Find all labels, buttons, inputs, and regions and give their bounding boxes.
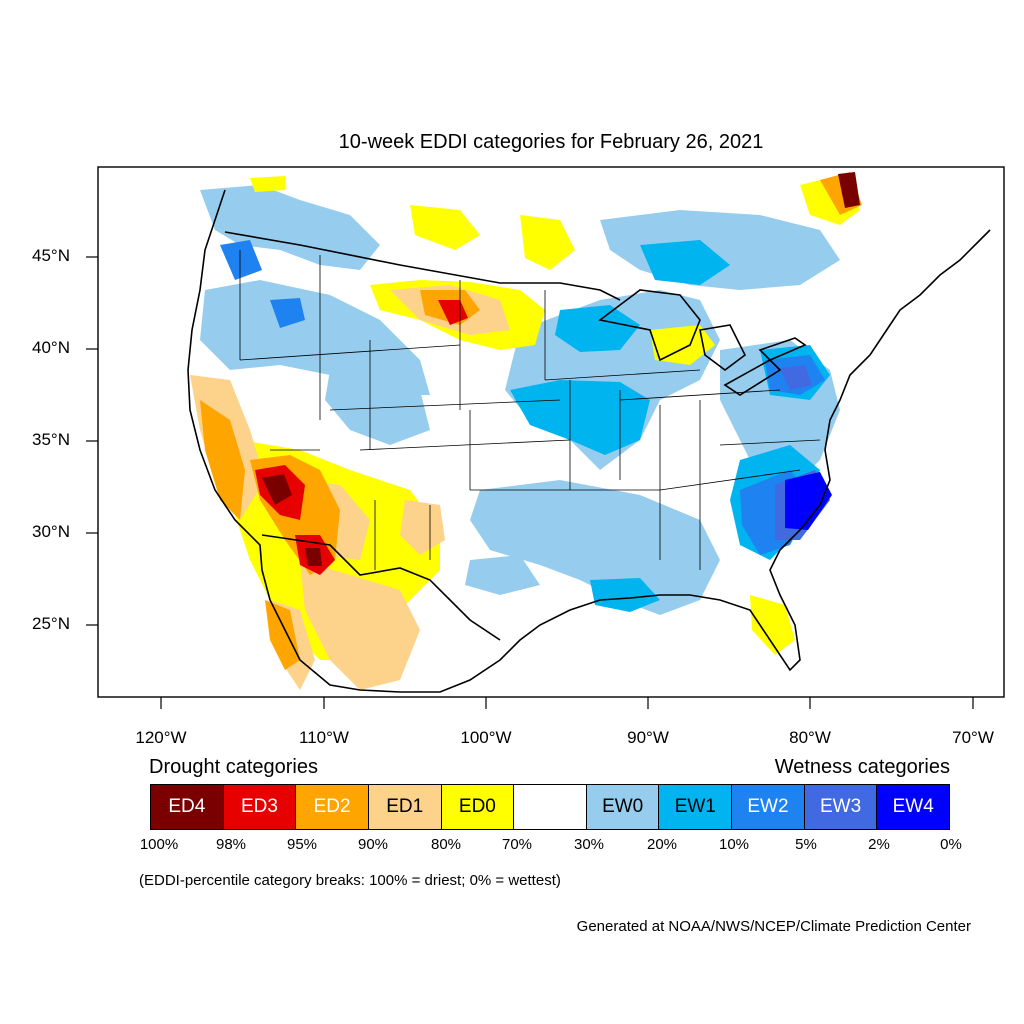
us-outline: [187, 189, 991, 693]
breaks-note: (EDDI-percentile category breaks: 100% =…: [139, 872, 561, 889]
ed0-region: [250, 176, 285, 192]
legend-cell-ew0: EW0: [586, 785, 660, 829]
lat-label: 30°N: [32, 522, 70, 541]
percentile-label: 95%: [286, 836, 318, 853]
ew1-region: [555, 305, 640, 352]
lon-ticks: [160, 697, 974, 709]
lat-label: 35°N: [32, 430, 70, 449]
ed0-region: [750, 595, 795, 655]
lon-label: 90°W: [627, 728, 669, 747]
ed0-region: [410, 205, 480, 250]
ed3-region: [438, 300, 468, 325]
lat-label: 40°N: [32, 338, 70, 357]
great-lakes: [758, 337, 807, 361]
percentile-label: 100%: [139, 836, 179, 853]
great-lakes: [598, 289, 701, 362]
ew0-region: [470, 480, 720, 615]
legend-cell-ew4: EW4: [877, 785, 950, 829]
legend-cell-ew1: EW1: [659, 785, 733, 829]
ed4-region: [262, 474, 292, 505]
ew2-region: [220, 240, 262, 280]
ed1-region: [400, 500, 445, 555]
great-lakes: [699, 324, 747, 371]
ed2-region: [200, 400, 245, 520]
ed0-region: [520, 215, 575, 270]
legend-cell-ed3: ED3: [223, 785, 297, 829]
percentile-label: 20%: [646, 836, 678, 853]
ew0-region: [600, 210, 840, 290]
drought-heading: Drought categories: [149, 756, 318, 778]
legend-cell-ew2: EW2: [732, 785, 805, 829]
great-lakes: [723, 359, 782, 396]
credit-text: Generated at NOAA/NWS/NCEP/Climate Predi…: [576, 918, 971, 935]
lat-ticks: [86, 256, 98, 626]
lat-label: 45°N: [32, 246, 70, 265]
ed0-region: [650, 325, 715, 365]
ed1-region: [300, 560, 420, 690]
percentile-label: 80%: [430, 836, 462, 853]
ew0-region: [325, 365, 430, 445]
ew1-region: [640, 240, 730, 285]
ew0-region: [200, 185, 380, 270]
wetness-heading: Wetness categories: [774, 756, 950, 778]
lon-label: 120°W: [135, 728, 187, 747]
map-frame: [97, 166, 1005, 698]
mexico-border: [261, 534, 501, 641]
category-shading: [190, 172, 862, 690]
ew4-region: [785, 472, 832, 530]
map-boundaries: [187, 189, 991, 693]
legend-cell-ew3: EW3: [804, 785, 878, 829]
lon-label: 100°W: [460, 728, 512, 747]
percentile-label: 0%: [940, 836, 962, 853]
percentile-label: 70%: [501, 836, 533, 853]
ed2-region: [265, 600, 300, 670]
legend-cell-ed1: ED1: [368, 785, 442, 829]
legend-cell-ed2: ED2: [296, 785, 369, 829]
ew2-region: [270, 298, 305, 328]
ew1-region: [510, 380, 650, 455]
percentile-label: 10%: [718, 836, 750, 853]
ew0-region: [465, 555, 540, 595]
ew3-region: [780, 365, 812, 390]
percentile-label: 98%: [215, 836, 247, 853]
lon-label: 70°W: [952, 728, 994, 747]
map-title: 10-week EDDI categories for February 26,…: [338, 131, 764, 153]
canada-border: [224, 231, 621, 301]
percentile-label: 5%: [795, 836, 817, 853]
legend-cell-ed0: ED0: [441, 785, 515, 829]
percentile-label: 30%: [573, 836, 605, 853]
ed4-region: [305, 548, 322, 566]
legend-cell-normal: [514, 785, 587, 829]
state-lines: [239, 250, 821, 570]
percentile-label: 90%: [357, 836, 389, 853]
ed4-region: [838, 172, 860, 208]
percentile-label: 2%: [868, 836, 890, 853]
ew1-region: [590, 578, 660, 612]
legend-bar: ED4 ED3 ED2 ED1 ED0 EW0 EW1 EW2 EW3 EW4: [150, 784, 950, 830]
lat-label: 25°N: [32, 614, 70, 633]
lon-label: 110°W: [299, 728, 349, 747]
lon-label: 80°W: [789, 728, 831, 747]
legend-cell-ed4: ED4: [151, 785, 224, 829]
